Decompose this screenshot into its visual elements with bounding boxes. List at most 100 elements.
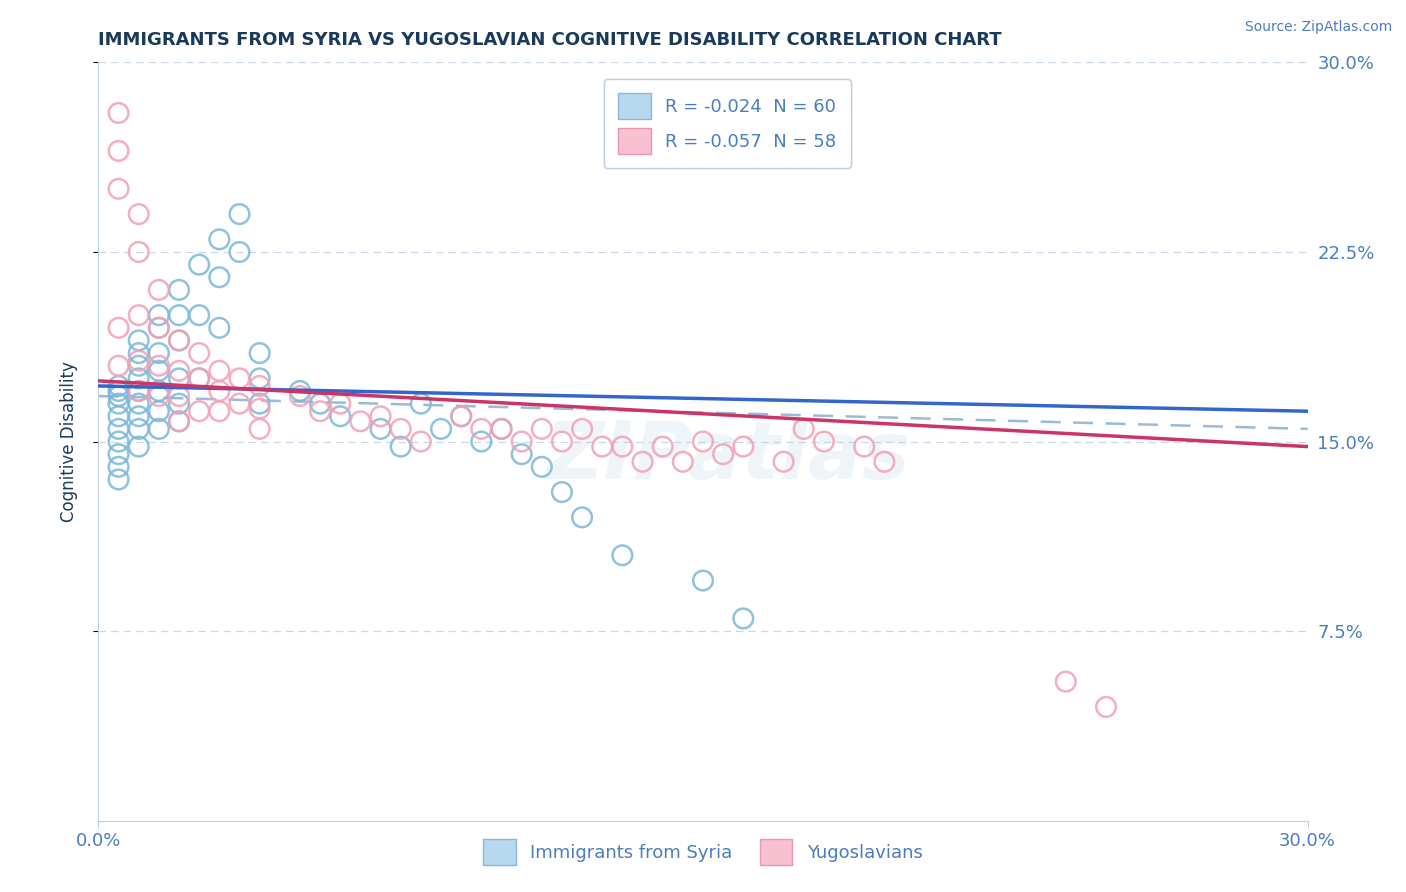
Point bbox=[551, 434, 574, 449]
Point bbox=[148, 422, 170, 436]
Point bbox=[148, 384, 170, 398]
Point bbox=[148, 346, 170, 360]
Point bbox=[128, 371, 150, 385]
Point bbox=[733, 440, 755, 454]
Point bbox=[148, 308, 170, 322]
Point bbox=[128, 396, 150, 410]
Point bbox=[128, 359, 150, 373]
Legend: Immigrants from Syria, Yugoslavians: Immigrants from Syria, Yugoslavians bbox=[474, 830, 932, 874]
Point bbox=[249, 379, 271, 393]
Point bbox=[208, 404, 231, 418]
Point bbox=[107, 320, 129, 334]
Point bbox=[551, 485, 574, 500]
Point bbox=[329, 396, 352, 410]
Point bbox=[128, 353, 150, 368]
Point bbox=[309, 396, 332, 410]
Point bbox=[128, 440, 150, 454]
Point bbox=[148, 389, 170, 403]
Point bbox=[167, 414, 190, 428]
Point bbox=[128, 334, 150, 348]
Point bbox=[249, 346, 271, 360]
Point bbox=[793, 422, 815, 436]
Point bbox=[873, 455, 896, 469]
Point bbox=[651, 440, 673, 454]
Point bbox=[450, 409, 472, 424]
Point bbox=[188, 258, 211, 272]
Point bbox=[188, 371, 211, 385]
Point bbox=[128, 308, 150, 322]
Point bbox=[491, 422, 513, 436]
Point bbox=[711, 447, 734, 461]
Point bbox=[853, 440, 876, 454]
Point bbox=[107, 182, 129, 196]
Point bbox=[128, 346, 150, 360]
Point bbox=[107, 389, 129, 403]
Point bbox=[167, 283, 190, 297]
Point bbox=[288, 384, 311, 398]
Point bbox=[107, 434, 129, 449]
Point bbox=[591, 440, 613, 454]
Point bbox=[128, 207, 150, 221]
Point bbox=[249, 371, 271, 385]
Point bbox=[349, 414, 371, 428]
Point bbox=[148, 283, 170, 297]
Point bbox=[692, 434, 714, 449]
Point bbox=[249, 401, 271, 416]
Point bbox=[288, 389, 311, 403]
Point bbox=[389, 440, 412, 454]
Point bbox=[530, 459, 553, 474]
Point bbox=[631, 455, 654, 469]
Point bbox=[228, 371, 250, 385]
Text: Source: ZipAtlas.com: Source: ZipAtlas.com bbox=[1244, 20, 1392, 34]
Point bbox=[228, 244, 250, 259]
Text: ZIPatlas: ZIPatlas bbox=[544, 417, 910, 496]
Point bbox=[208, 320, 231, 334]
Point bbox=[389, 422, 412, 436]
Point bbox=[107, 422, 129, 436]
Point bbox=[188, 371, 211, 385]
Point bbox=[167, 334, 190, 348]
Point bbox=[208, 364, 231, 378]
Point bbox=[228, 207, 250, 221]
Point bbox=[249, 396, 271, 410]
Point bbox=[107, 384, 129, 398]
Point bbox=[128, 384, 150, 398]
Point bbox=[208, 384, 231, 398]
Point bbox=[612, 440, 634, 454]
Point bbox=[188, 308, 211, 322]
Point bbox=[128, 244, 150, 259]
Point bbox=[148, 320, 170, 334]
Point bbox=[370, 422, 392, 436]
Point bbox=[107, 447, 129, 461]
Point bbox=[167, 396, 190, 410]
Point bbox=[571, 422, 593, 436]
Point bbox=[107, 144, 129, 158]
Point bbox=[470, 434, 492, 449]
Point bbox=[510, 434, 533, 449]
Point bbox=[148, 320, 170, 334]
Point bbox=[409, 396, 432, 410]
Point bbox=[167, 414, 190, 428]
Point bbox=[208, 270, 231, 285]
Point bbox=[188, 404, 211, 418]
Point bbox=[772, 455, 794, 469]
Point bbox=[672, 455, 695, 469]
Point bbox=[107, 473, 129, 487]
Point bbox=[128, 422, 150, 436]
Point bbox=[188, 346, 211, 360]
Point bbox=[167, 334, 190, 348]
Point bbox=[128, 409, 150, 424]
Point bbox=[1054, 674, 1077, 689]
Point bbox=[167, 389, 190, 403]
Point bbox=[571, 510, 593, 524]
Y-axis label: Cognitive Disability: Cognitive Disability bbox=[59, 361, 77, 522]
Point bbox=[612, 548, 634, 563]
Point bbox=[208, 232, 231, 246]
Point bbox=[148, 404, 170, 418]
Point bbox=[470, 422, 492, 436]
Point bbox=[309, 404, 332, 418]
Point bbox=[409, 434, 432, 449]
Point bbox=[167, 364, 190, 378]
Point bbox=[510, 447, 533, 461]
Point bbox=[107, 409, 129, 424]
